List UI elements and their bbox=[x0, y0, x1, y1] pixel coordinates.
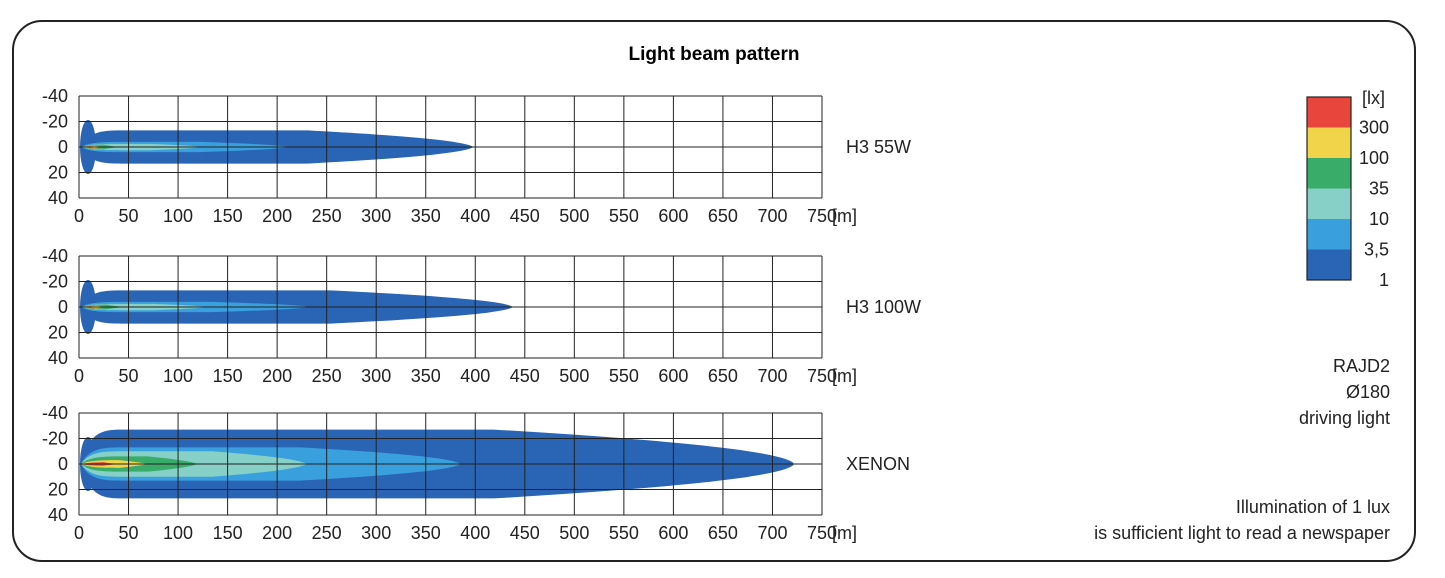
x-tick-label: 450 bbox=[510, 523, 540, 543]
x-tick-label: 650 bbox=[708, 366, 738, 386]
x-tick-label: 350 bbox=[411, 523, 441, 543]
x-tick-label: 200 bbox=[262, 206, 292, 226]
lux-note-line-2: is sufficient light to read a newspaper bbox=[1094, 523, 1390, 543]
legend-swatch bbox=[1307, 188, 1351, 219]
series-name-label: H3 100W bbox=[846, 297, 921, 317]
x-tick-label: 750 bbox=[807, 366, 837, 386]
legend-swatch bbox=[1307, 249, 1351, 280]
y-tick-label: 20 bbox=[48, 163, 68, 183]
x-tick-label: 400 bbox=[460, 206, 490, 226]
series-name-label: H3 55W bbox=[846, 137, 911, 157]
x-tick-label: 650 bbox=[708, 206, 738, 226]
x-tick-label: 450 bbox=[510, 366, 540, 386]
x-tick-label: 600 bbox=[658, 523, 688, 543]
x-tick-label: 750 bbox=[807, 523, 837, 543]
legend-label: 300 bbox=[1359, 118, 1389, 138]
chart-frame bbox=[12, 20, 1416, 562]
x-tick-label: 600 bbox=[658, 366, 688, 386]
x-tick-label: 550 bbox=[609, 366, 639, 386]
x-tick-label: 50 bbox=[119, 206, 139, 226]
legend-swatch bbox=[1307, 158, 1351, 189]
x-tick-label: 0 bbox=[74, 523, 84, 543]
legend-swatch bbox=[1307, 127, 1351, 158]
x-tick-label: 750 bbox=[807, 206, 837, 226]
x-tick-label: 100 bbox=[163, 206, 193, 226]
x-tick-label: 450 bbox=[510, 206, 540, 226]
x-tick-label: 50 bbox=[119, 523, 139, 543]
x-tick-label: 350 bbox=[411, 206, 441, 226]
y-tick-label: -20 bbox=[42, 112, 68, 132]
diameter-label: Ø180 bbox=[1346, 382, 1390, 402]
x-tick-label: 200 bbox=[262, 523, 292, 543]
x-tick-label: 500 bbox=[559, 206, 589, 226]
x-tick-label: 600 bbox=[658, 206, 688, 226]
x-tick-label: 500 bbox=[559, 523, 589, 543]
y-tick-label: 20 bbox=[48, 323, 68, 343]
x-tick-label: 250 bbox=[312, 366, 342, 386]
x-tick-label: 300 bbox=[361, 523, 391, 543]
lux-note-line-1: Illumination of 1 lux bbox=[1236, 497, 1390, 517]
y-tick-label: -20 bbox=[42, 272, 68, 292]
legend-border bbox=[1306, 96, 1352, 281]
x-tick-label: 700 bbox=[757, 366, 787, 386]
legend-swatch bbox=[1307, 97, 1351, 128]
x-unit-label: [m] bbox=[832, 366, 857, 386]
legend-label: 10 bbox=[1369, 209, 1389, 229]
y-tick-label: 40 bbox=[48, 505, 68, 525]
y-tick-label: 0 bbox=[58, 454, 68, 474]
lux-legend: 300 100 35 10 3,5 1 bbox=[1306, 96, 1389, 290]
legend-label: 1 bbox=[1379, 270, 1389, 290]
x-tick-label: 200 bbox=[262, 366, 292, 386]
x-tick-label: 550 bbox=[609, 206, 639, 226]
y-tick-label: 40 bbox=[48, 188, 68, 208]
x-tick-label: 700 bbox=[757, 523, 787, 543]
y-tick-label: 40 bbox=[48, 348, 68, 368]
y-tick-label: -20 bbox=[42, 429, 68, 449]
x-tick-label: 150 bbox=[213, 206, 243, 226]
x-tick-label: 100 bbox=[163, 523, 193, 543]
y-tick-label: -40 bbox=[42, 403, 68, 423]
x-tick-label: 550 bbox=[609, 523, 639, 543]
x-tick-label: 50 bbox=[119, 366, 139, 386]
y-tick-label: -40 bbox=[42, 246, 68, 266]
x-tick-label: 400 bbox=[460, 366, 490, 386]
x-tick-label: 100 bbox=[163, 366, 193, 386]
x-tick-label: 250 bbox=[312, 206, 342, 226]
y-tick-label: -40 bbox=[42, 86, 68, 106]
x-tick-label: 700 bbox=[757, 206, 787, 226]
legend-label: 100 bbox=[1359, 148, 1389, 168]
legend-label: 3,5 bbox=[1364, 240, 1389, 260]
x-tick-label: 300 bbox=[361, 366, 391, 386]
model-label: RAJD2 bbox=[1333, 356, 1390, 376]
x-tick-label: 250 bbox=[312, 523, 342, 543]
legend-unit: [lx] bbox=[1362, 88, 1385, 108]
light-type-label: driving light bbox=[1299, 408, 1390, 428]
x-tick-label: 0 bbox=[74, 366, 84, 386]
y-tick-label: 0 bbox=[58, 137, 68, 157]
chart-title: Light beam pattern bbox=[628, 44, 799, 65]
x-tick-label: 500 bbox=[559, 366, 589, 386]
x-tick-label: 150 bbox=[213, 366, 243, 386]
y-tick-label: 0 bbox=[58, 297, 68, 317]
series-name-label: XENON bbox=[846, 454, 910, 474]
legend-swatch bbox=[1307, 219, 1351, 250]
x-unit-label: [m] bbox=[832, 206, 857, 226]
x-tick-label: 150 bbox=[213, 523, 243, 543]
x-unit-label: [m] bbox=[832, 523, 857, 543]
legend-label: 35 bbox=[1369, 179, 1389, 199]
x-tick-label: 650 bbox=[708, 523, 738, 543]
x-tick-label: 300 bbox=[361, 206, 391, 226]
x-tick-label: 400 bbox=[460, 523, 490, 543]
y-tick-label: 20 bbox=[48, 480, 68, 500]
x-tick-label: 350 bbox=[411, 366, 441, 386]
x-tick-label: 0 bbox=[74, 206, 84, 226]
